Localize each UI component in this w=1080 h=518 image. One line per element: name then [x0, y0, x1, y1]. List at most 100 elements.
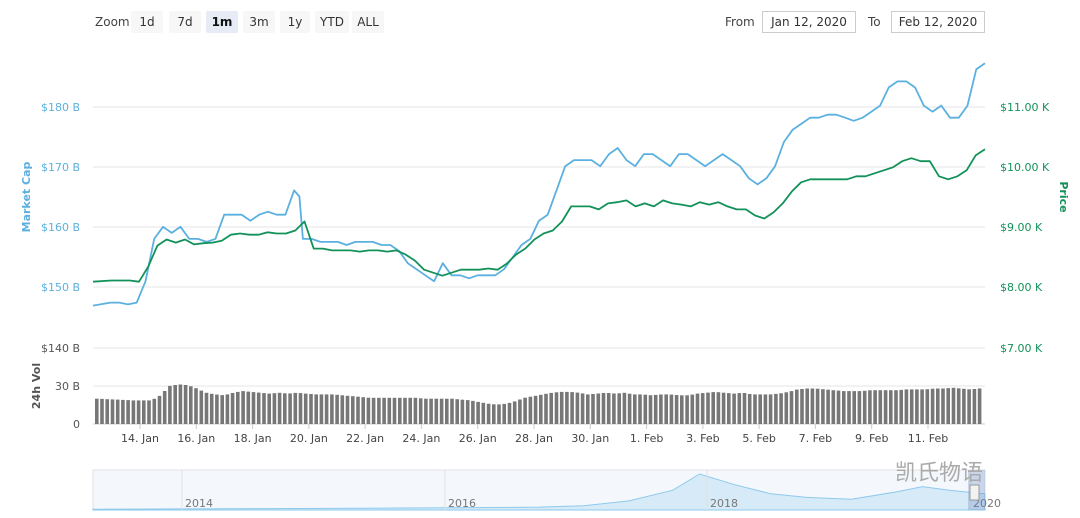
volume-bar — [857, 391, 862, 424]
volume-bar — [544, 393, 548, 424]
volume-bar — [481, 402, 486, 424]
volume-bar — [758, 394, 762, 424]
volume-bar — [586, 394, 590, 424]
volume-bar — [716, 392, 721, 424]
volume-bar — [492, 404, 496, 424]
x-axis-tick: 9. Feb — [855, 432, 888, 445]
volume-bar — [554, 392, 559, 424]
volume-bar — [795, 389, 799, 424]
volume-axis-tick: $140 B — [41, 342, 80, 355]
volume-bar — [826, 389, 830, 424]
volume-bar — [204, 392, 209, 424]
volume-bar — [596, 393, 601, 424]
volume-bar — [168, 385, 172, 424]
navigator-year-label: 2014 — [185, 497, 213, 510]
volume-bar — [392, 397, 397, 424]
volume-bar — [403, 397, 407, 424]
range-toolbar: Zoom 1d 7d 1m 3m 1y YTD ALL From Jan 12,… — [0, 0, 1080, 40]
volume-bar — [643, 394, 648, 424]
volume-bar — [831, 390, 836, 424]
volume-bar — [951, 387, 956, 424]
volume-bar — [523, 397, 527, 424]
volume-bar — [575, 392, 580, 424]
volume-bar — [183, 385, 188, 424]
volume-bar — [533, 395, 538, 424]
volume-bar — [199, 390, 204, 424]
volume-bar — [225, 394, 230, 424]
volume-bar — [904, 389, 909, 424]
volume-bar — [194, 388, 198, 424]
volume-bar — [727, 393, 731, 424]
zoom-button-all[interactable]: ALL — [352, 11, 384, 33]
navigator-year-label: 2018 — [710, 497, 738, 510]
volume-bar — [246, 391, 251, 424]
volume-bar — [408, 397, 412, 424]
zoom-button-ytd[interactable]: YTD — [315, 11, 349, 33]
volume-bar — [925, 389, 930, 424]
right-axis-tick: $7.00 K — [1000, 342, 1043, 355]
volume-bar — [330, 394, 334, 424]
volume-bar — [810, 388, 815, 424]
volume-bar — [450, 398, 454, 424]
navigator-area — [92, 473, 986, 511]
left-axis-tick: $180 B — [41, 101, 80, 114]
volume-bar — [930, 388, 935, 424]
volume-bar — [178, 384, 183, 424]
volume-bar — [398, 397, 402, 424]
volume-bar — [293, 392, 298, 424]
volume-bar — [669, 394, 674, 424]
right-axis-title: Price — [1057, 181, 1070, 212]
volume-bar — [272, 393, 277, 424]
volume-bar — [800, 389, 804, 424]
volume-bar — [674, 395, 679, 424]
volume-bar — [486, 403, 491, 424]
volume-bar — [742, 393, 747, 424]
volume-bar — [768, 394, 773, 424]
series-lines — [92, 62, 986, 307]
volume-bar — [497, 404, 501, 424]
from-date-input[interactable]: Jan 12, 2020 — [762, 11, 856, 33]
volume-bar — [162, 391, 167, 424]
zoom-button-3m[interactable]: 3m — [243, 11, 275, 33]
volume-bar — [805, 388, 809, 424]
volume-bar — [110, 399, 115, 424]
zoom-button-7d[interactable]: 7d — [169, 11, 201, 33]
market-cap-line — [92, 62, 986, 307]
volume-bar — [899, 389, 903, 424]
volume-bar — [680, 395, 684, 424]
volume-bar — [732, 393, 736, 424]
to-date-input[interactable]: Feb 12, 2020 — [891, 11, 985, 33]
volume-bar — [638, 394, 642, 424]
volume-bar — [659, 394, 663, 424]
volume-bar — [356, 396, 360, 424]
volume-axis-tick: 0 — [73, 418, 80, 431]
navigator[interactable]: 2014 2016 2018 2020 — [92, 469, 1001, 511]
volume-bar — [445, 398, 449, 424]
volume-bar — [653, 394, 658, 424]
volume-bar — [946, 388, 950, 424]
x-axis-tick: 3. Feb — [686, 432, 719, 445]
volume-bar — [962, 388, 966, 424]
volume-bar — [580, 393, 585, 424]
x-axis-tick: 24. Jan — [402, 432, 440, 445]
volume-bar — [142, 400, 146, 424]
volume-bar — [377, 397, 381, 424]
navigator-handle-icon[interactable] — [969, 484, 980, 501]
volume-bar — [685, 395, 689, 424]
volume-bar — [434, 398, 439, 424]
volume-bars — [95, 384, 982, 424]
volume-bar — [920, 389, 924, 424]
volume-bar — [941, 388, 945, 424]
zoom-button-1y[interactable]: 1y — [280, 11, 310, 33]
right-axis-tick: $8.00 K — [1000, 281, 1043, 294]
zoom-button-1m[interactable]: 1m — [206, 11, 238, 33]
zoom-button-1d[interactable]: 1d — [131, 11, 163, 33]
volume-bar — [847, 391, 851, 424]
right-axis-tick: $11.00 K — [1000, 101, 1050, 114]
volume-bar — [721, 392, 726, 424]
volume-bar — [147, 400, 151, 424]
volume-bar — [387, 397, 392, 424]
volume-bar — [706, 392, 710, 424]
volume-bar — [852, 391, 856, 424]
